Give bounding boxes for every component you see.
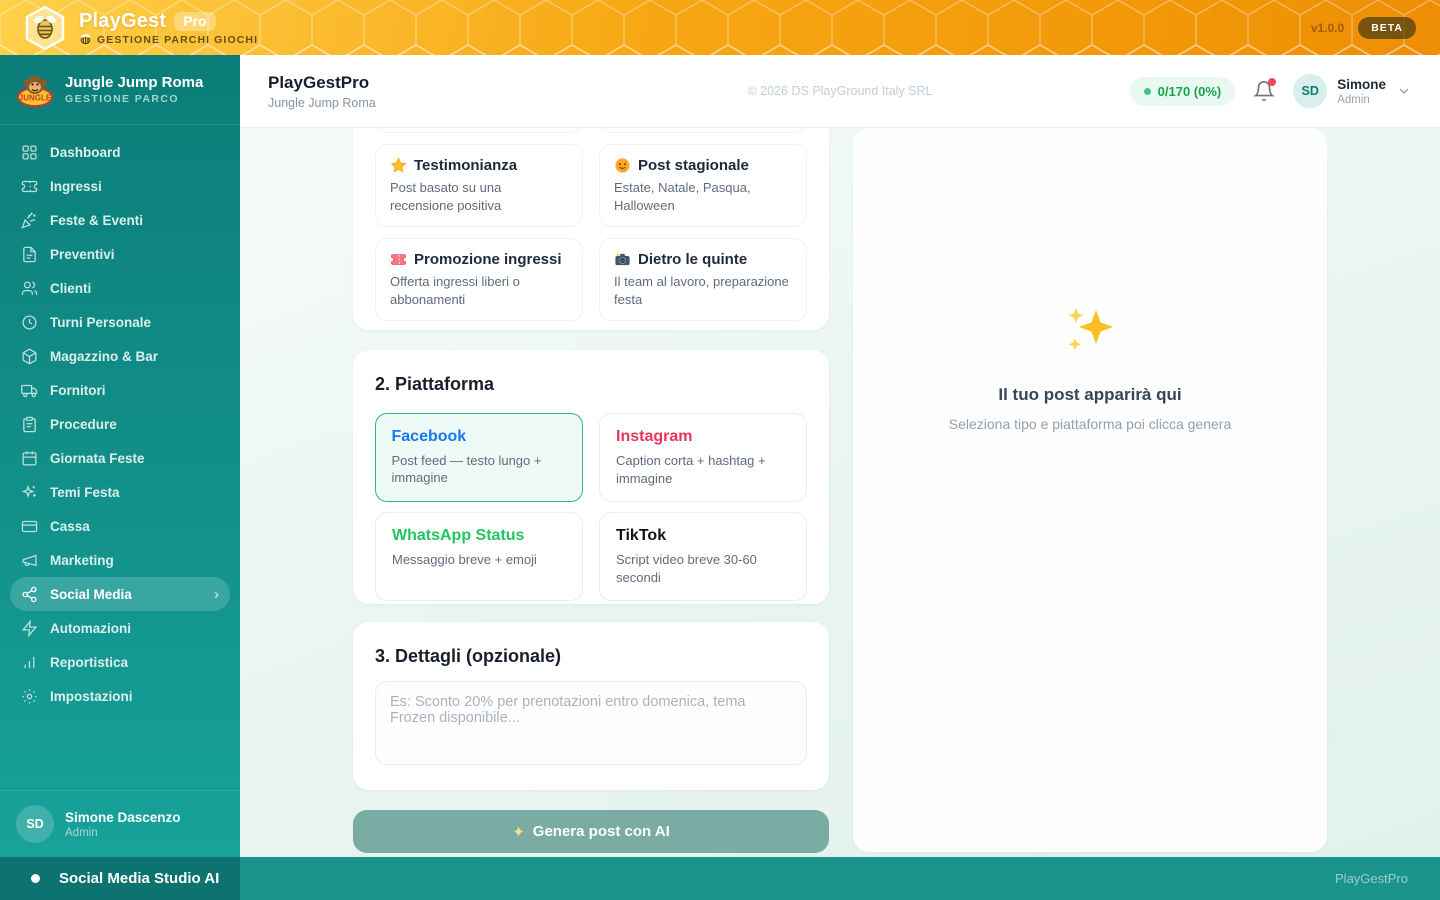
sidebar-item-ingressi[interactable]: Ingressi (10, 169, 230, 203)
sidebar-item-clienti[interactable]: Clienti (10, 271, 230, 305)
app-brand-name: PlayGest (79, 9, 167, 32)
clock-icon (21, 314, 38, 331)
dot-icon (31, 874, 40, 883)
sidebar-item-fornitori[interactable]: Fornitori (10, 373, 230, 407)
sidebar-nav: Dashboard Ingressi Feste & Eventi Preven… (0, 125, 240, 713)
studio-label: Social Media Studio AI (59, 870, 220, 887)
sidebar-item-feste-eventi[interactable]: Feste & Eventi (10, 203, 230, 237)
hexagon-bee-logo (25, 5, 65, 50)
sparkles-icon: ✦ (512, 823, 525, 841)
version-label: v1.0.0 (1310, 20, 1345, 35)
sidebar-item-reportistica[interactable]: Reportistica (10, 645, 230, 679)
sidebar-item-impostazioni[interactable]: Impostazioni (10, 679, 230, 713)
share-icon (21, 586, 38, 603)
generate-post-button[interactable]: ✦ Genera post con AI (353, 810, 829, 853)
preview-subtitle: Seleziona tipo e piattaforma poi clicca … (948, 416, 1232, 432)
sidebar-item-giornata-feste[interactable]: Giornata Feste (10, 441, 230, 475)
post-type-card-testimonianza[interactable]: Testimonianza Post basato su una recensi… (375, 144, 583, 228)
beta-badge: BETA (1358, 16, 1416, 39)
sidebar-item-cassa[interactable]: Cassa (10, 509, 230, 543)
user-menu[interactable]: SD Simone Admin (1293, 74, 1412, 108)
post-type-card-cut[interactable] (599, 128, 807, 133)
park-tagline: GESTIONE PARCO (65, 93, 179, 105)
clipboard-icon (21, 416, 38, 433)
page-subtitle: Jungle Jump Roma (268, 95, 376, 110)
notifications-button[interactable] (1253, 78, 1277, 102)
party-icon (21, 212, 38, 229)
megaphone-icon (21, 552, 38, 569)
page-title: PlayGestPro (268, 72, 370, 92)
sidebar-item-dashboard[interactable]: Dashboard (10, 135, 230, 169)
sidebar-item-temi-festa[interactable]: Temi Festa (10, 475, 230, 509)
bell-icon (1253, 81, 1276, 101)
sparkles-icon (21, 484, 38, 501)
details-section: 3. Dettagli (opzionale) (353, 622, 829, 790)
sidebar-item-automazioni[interactable]: Automazioni (10, 611, 230, 645)
sidebar-item-marketing[interactable]: Marketing (10, 543, 230, 577)
post-preview-panel: Il tuo post apparirà qui Seleziona tipo … (853, 128, 1327, 852)
gear-icon (21, 688, 38, 705)
sparkles-icon (1062, 306, 1118, 358)
main-header: PlayGestPro Jungle Jump Roma © 2026 DS P… (240, 55, 1440, 128)
sidebar-item-procedure[interactable]: Procedure (10, 407, 230, 441)
post-type-card-stagionale[interactable]: Post stagionale Estate, Natale, Pasqua, … (599, 144, 807, 228)
post-type-card-promozione[interactable]: Promozione ingressi Offerta ingressi lib… (375, 238, 583, 322)
avatar: SD (1293, 74, 1328, 108)
user-role: Admin (65, 826, 98, 839)
content-area: Testimonianza Post basato su una recensi… (240, 128, 1440, 857)
chevron-down-icon (1399, 88, 1409, 94)
platform-card-instagram[interactable]: Instagram Caption corta + hashtag + imma… (599, 413, 807, 503)
dashboard-icon (21, 144, 38, 161)
section-title-details: 3. Dettagli (opzionale) (375, 646, 562, 666)
notification-dot (1268, 78, 1277, 86)
truck-icon (21, 382, 38, 399)
post-type-card-cut[interactable] (375, 128, 583, 133)
footer-bar: Social Media Studio AI PlayGestPro (0, 857, 1440, 900)
details-input[interactable] (375, 681, 807, 765)
sidebar-item-turni-personale[interactable]: Turni Personale (10, 305, 230, 339)
sidebar-item-magazzino-bar[interactable]: Magazzino & Bar (10, 339, 230, 373)
top-app-bar: PlayGest Pro GESTIONE PARCHI GIOCHI v1.0… (0, 0, 1440, 55)
credit-card-icon (21, 518, 38, 535)
chevron-right-icon: › (214, 585, 219, 603)
sidebar-park-header: JUNGLE Jungle Jump Roma GESTIONE PARCO (0, 55, 240, 125)
copyright-text: © 2026 DS PlayGround Italy SRL (747, 84, 933, 98)
document-icon (21, 246, 38, 263)
pro-badge: Pro (174, 11, 216, 31)
platform-card-whatsapp[interactable]: WhatsApp Status Messaggio breve + emoji (375, 512, 583, 602)
svg-text:JUNGLE: JUNGLE (19, 93, 52, 102)
camera-icon (615, 253, 630, 266)
user-name: Simone Dascenzo (65, 809, 181, 825)
star-icon (390, 157, 407, 173)
avatar: SD (16, 805, 54, 843)
post-type-card-dietro-le-quinte[interactable]: Dietro le quinte Il team al lavoro, prep… (599, 238, 807, 322)
calendar-icon (21, 450, 38, 467)
smiley-icon (615, 158, 630, 173)
ticket-icon (391, 254, 406, 265)
sidebar-user-card[interactable]: SD Simone Dascenzo Admin (0, 790, 240, 857)
bee-icon (80, 34, 91, 45)
package-icon (21, 348, 38, 365)
platform-section: 2. Piattaforma Facebook Post feed — test… (353, 350, 829, 604)
sidebar-item-preventivi[interactable]: Preventivi (10, 237, 230, 271)
app-tagline: GESTIONE PARCHI GIOCHI (79, 34, 258, 46)
sidebar: JUNGLE Jungle Jump Roma GESTIONE PARCO D… (0, 55, 240, 857)
users-icon (21, 280, 38, 297)
footer-brand: PlayGestPro (1335, 871, 1408, 886)
honeycomb-pattern (0, 0, 1440, 55)
platform-card-tiktok[interactable]: TikTok Script video breve 30-60 secondi (599, 512, 807, 602)
post-type-section: Testimonianza Post basato su una recensi… (353, 128, 829, 330)
footer-studio-section: Social Media Studio AI (0, 857, 240, 900)
section-title-platform: 2. Piattaforma (375, 374, 495, 394)
platform-card-facebook[interactable]: Facebook Post feed — testo lungo + immag… (375, 413, 583, 503)
usage-badge: 0/170 (0%) (1129, 76, 1236, 106)
sidebar-item-social-media[interactable]: Social Media › (10, 577, 230, 611)
park-logo: JUNGLE (17, 75, 53, 107)
bar-chart-icon (21, 654, 38, 671)
park-name: Jungle Jump Roma (65, 74, 204, 91)
status-dot (1143, 87, 1151, 95)
preview-title: Il tuo post apparirà qui (998, 385, 1182, 404)
zap-icon (21, 619, 38, 637)
ticket-icon (21, 178, 38, 195)
